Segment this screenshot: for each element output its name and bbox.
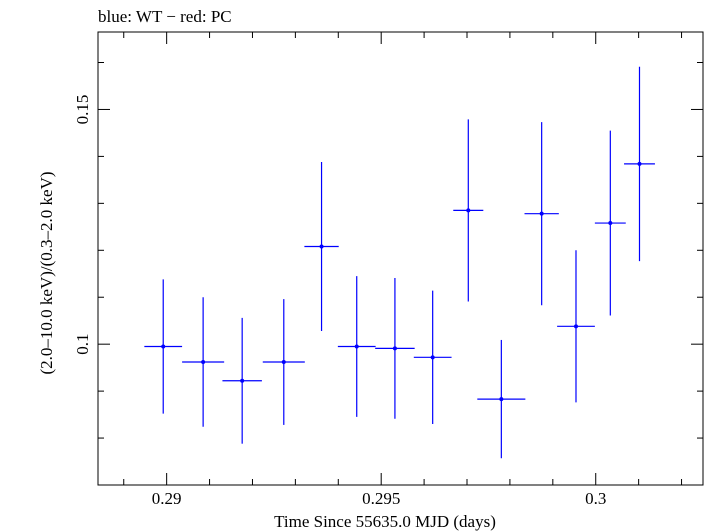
data-marker	[573, 324, 578, 329]
axis-ticks	[98, 32, 703, 485]
x-tick-label: 0.29	[152, 489, 182, 508]
x-axis-label: Time Since 55635.0 MJD (days)	[274, 512, 496, 531]
data-marker	[637, 161, 642, 166]
data-point	[182, 297, 225, 427]
chart-title: blue: WT − red: PC	[98, 7, 232, 26]
data-point	[337, 276, 376, 417]
axis-tick-labels: 0.29 0.295 0.3 0.1 0.15	[73, 95, 606, 508]
x-tick-label: 0.295	[362, 489, 400, 508]
data-points	[144, 66, 655, 459]
data-point	[624, 66, 655, 262]
data-point	[477, 339, 526, 459]
data-point	[375, 277, 415, 419]
data-point	[144, 279, 183, 414]
data-marker	[354, 344, 359, 349]
data-marker	[319, 244, 324, 249]
data-marker	[466, 208, 471, 213]
data-marker	[201, 360, 206, 365]
data-point	[524, 122, 559, 306]
data-marker	[539, 211, 544, 216]
data-marker	[161, 344, 166, 349]
data-marker	[281, 360, 286, 365]
data-point	[222, 317, 262, 444]
data-marker	[499, 397, 504, 402]
data-point	[304, 162, 339, 332]
y-tick-label: 0.1	[73, 334, 92, 355]
x-tick-label: 0.3	[585, 489, 606, 508]
data-point	[453, 119, 484, 302]
y-axis-label: (2.0–10.0 keV)/(0.3–2.0 keV)	[37, 171, 56, 374]
data-point	[413, 290, 452, 424]
y-tick-label: 0.15	[73, 95, 92, 125]
plot-frame	[97, 31, 704, 486]
data-point	[594, 130, 626, 316]
data-point	[262, 299, 305, 425]
data-point	[557, 250, 595, 403]
data-marker	[608, 221, 613, 226]
data-marker	[392, 346, 397, 351]
data-marker	[240, 378, 245, 383]
data-marker	[430, 355, 435, 360]
